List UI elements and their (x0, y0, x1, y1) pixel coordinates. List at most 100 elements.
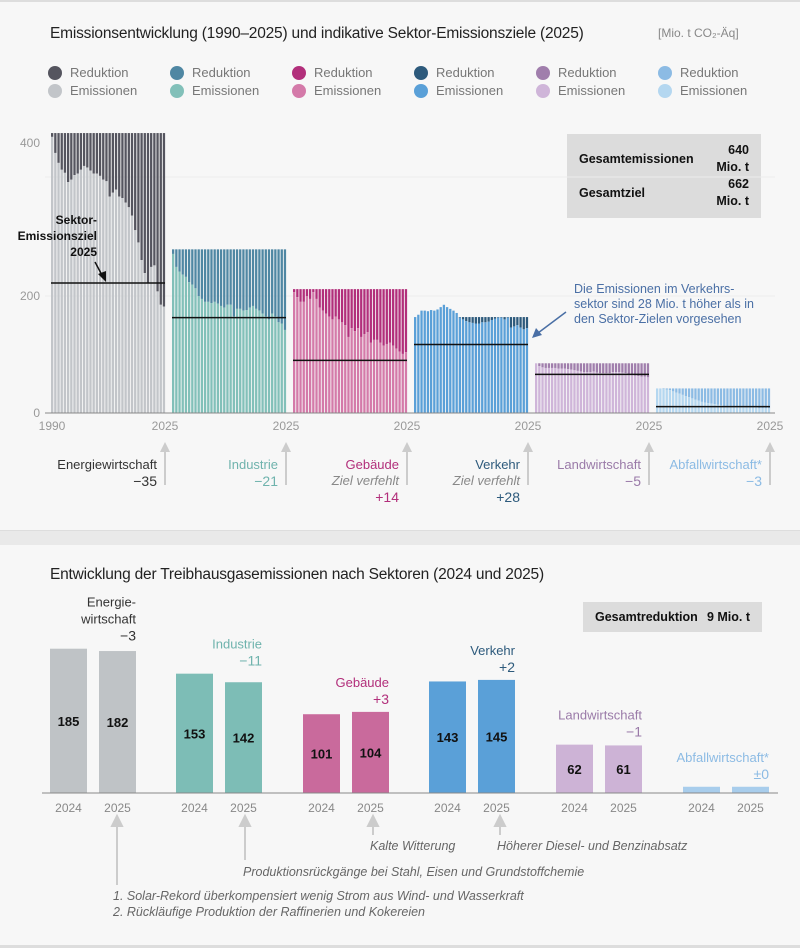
reduction-bar (490, 317, 493, 320)
sector-label-5: Abfallwirtschaft* −3 (636, 457, 762, 489)
reduction-bar (598, 363, 602, 374)
reduction-bar (758, 388, 761, 409)
reduction-bar (735, 388, 739, 408)
emissions-bar (634, 375, 637, 413)
bar-value-label: 142 (233, 731, 255, 746)
emissions-bar (468, 322, 471, 413)
change-label: −1 (626, 724, 642, 740)
emissions-bar (130, 215, 134, 413)
target-annotation-line1: Sektor- (56, 213, 97, 227)
emissions-bar (516, 325, 519, 413)
sector-name-label: Abfallwirtschaft* (677, 750, 769, 765)
reduction-bar (513, 317, 516, 327)
emissions-bar (191, 284, 194, 413)
emissions-bar (334, 316, 337, 413)
reduction-bar (360, 289, 363, 337)
reduction-bar (573, 363, 576, 371)
reduction-bar (353, 289, 356, 332)
legend-label: Reduktion (558, 65, 617, 80)
legend-emissions-3: Emissionen (414, 83, 503, 98)
sector-name: Abfallwirtschaft* (669, 457, 762, 472)
emissions-bar (576, 370, 579, 413)
reduction-bar (134, 133, 137, 231)
reduction-bar (92, 133, 95, 174)
year-label: 2024 (561, 801, 588, 815)
emissions-bar (134, 230, 137, 413)
reduction-bar (739, 388, 742, 408)
reduction-bar (114, 133, 118, 190)
y-tick-0: 0 (33, 406, 40, 420)
emissions-bar (522, 329, 525, 413)
reduction-bar (493, 317, 497, 319)
emissions-bar (618, 372, 621, 413)
legend-dot-icon (170, 65, 184, 80)
top-chart-title: Emissionsentwicklung (1990–2025) und ind… (50, 25, 584, 42)
reduction-bar (223, 249, 226, 308)
emissions-bar (312, 292, 315, 413)
verkehr-annotation-arrow (532, 311, 567, 338)
emissions-bar (280, 323, 283, 413)
emissions-bar (156, 291, 159, 413)
year-label: 2025 (483, 801, 510, 815)
note-verkehr: Höherer Diesel- und Benzinabsatz (497, 839, 688, 853)
emissions-bar (200, 298, 204, 413)
change-label: −3 (120, 628, 136, 644)
legend-label: Reduktion (192, 65, 251, 80)
emissions-bar (751, 407, 755, 413)
pointer-arrow-head (402, 442, 412, 452)
bar-2025 (352, 711, 389, 793)
reduction-bar (331, 289, 334, 320)
reduction-bar (525, 317, 529, 329)
emissions-bar (700, 401, 704, 413)
emissions-bar (239, 308, 242, 413)
reduction-bar (312, 289, 315, 293)
legend-label: Emissionen (558, 83, 626, 98)
reduction-bar (608, 363, 611, 374)
year-label: 2024 (308, 801, 335, 815)
reduction-bar (226, 249, 229, 305)
reduction-bar (687, 388, 691, 398)
reduction-bar (235, 249, 239, 309)
emissions-bar (146, 282, 150, 413)
reduction-bar (716, 388, 719, 405)
reduction-bar (175, 249, 178, 267)
reduction-bar (503, 317, 506, 320)
emissions-bar (758, 408, 761, 413)
reduction-bar (471, 317, 474, 323)
reduction-bar (187, 249, 191, 283)
emissions-bar (70, 179, 73, 413)
pointer-arrow-head (765, 442, 775, 452)
reduction-bar (678, 388, 681, 394)
emissions-bar (86, 167, 89, 413)
legend-dot-icon (414, 65, 428, 80)
emissions-bar (541, 367, 544, 413)
reduction-bar (372, 289, 376, 340)
reduction-bar (337, 289, 341, 320)
emissions-bar (226, 304, 229, 413)
reduction-bar (388, 289, 392, 343)
reduction-bar (474, 317, 477, 324)
emissions-bar (550, 367, 554, 413)
emissions-bar (331, 319, 334, 413)
legend-dot-icon (292, 83, 306, 98)
emissions-bar (439, 307, 442, 413)
reduction-bar (550, 363, 554, 368)
bar-value-label: 62 (567, 762, 581, 777)
emissions-bar (595, 372, 598, 413)
reduction-bar (458, 317, 462, 318)
reduction-bar (280, 249, 283, 324)
emissions-bar (197, 296, 200, 413)
reduction-bar (70, 133, 73, 180)
legend-emissions-5: Emissionen (658, 83, 747, 98)
emissions-bar (223, 307, 226, 413)
reduction-bar (54, 133, 57, 153)
emissions-bar (66, 182, 70, 413)
total-target-label: Gesamtziel (579, 185, 646, 200)
legend-label: Emissionen (314, 83, 382, 98)
reduction-bar (73, 133, 76, 176)
reduction-bar (308, 289, 312, 299)
reduction-bar (369, 289, 372, 343)
emissions-bar (582, 372, 586, 413)
emissions-bar (420, 310, 423, 413)
